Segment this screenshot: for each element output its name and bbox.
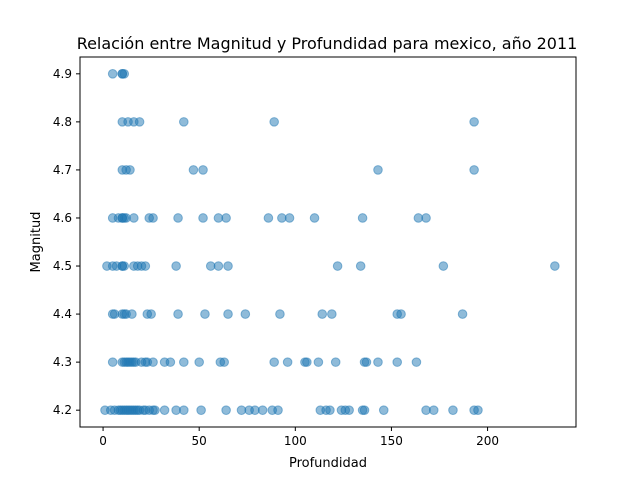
data-point: [179, 117, 189, 127]
y-tick-label: 4.3: [53, 355, 72, 369]
data-point: [257, 405, 268, 415]
data-point: [282, 357, 293, 367]
data-point: [269, 357, 279, 367]
data-point: [396, 309, 406, 319]
data-point: [359, 405, 370, 415]
data-point: [134, 117, 145, 127]
data-point: [148, 213, 158, 223]
data-point: [550, 261, 560, 271]
y-tick-label: 4.7: [53, 163, 72, 177]
data-point: [223, 309, 233, 319]
data-point: [469, 165, 479, 175]
data-point: [213, 261, 224, 271]
data-point: [392, 357, 403, 367]
data-point: [119, 69, 130, 79]
data-point: [378, 405, 389, 415]
data-point: [171, 261, 181, 271]
data-point: [107, 69, 118, 79]
data-point: [421, 213, 431, 223]
data-point: [373, 165, 383, 175]
y-tick-label: 4.5: [53, 259, 72, 273]
data-point: [309, 213, 320, 223]
data-point: [221, 213, 231, 223]
x-axis-label: Profundidad: [289, 456, 367, 471]
data-point: [327, 309, 337, 319]
data-point: [198, 165, 208, 175]
data-point: [179, 357, 189, 367]
data-point: [332, 261, 343, 271]
data-point: [127, 309, 137, 319]
data-point: [263, 213, 274, 223]
plot-frame: [79, 56, 577, 428]
data-point: [361, 357, 372, 367]
y-axis-label: Magnitud: [29, 212, 44, 273]
data-point: [325, 405, 335, 415]
y-tick-label: 4.9: [53, 67, 72, 81]
data-point: [173, 309, 183, 319]
data-point: [448, 405, 458, 415]
data-point: [223, 261, 233, 271]
y-tick-label: 4.6: [53, 211, 72, 225]
data-point: [173, 213, 183, 223]
data-point: [317, 309, 328, 319]
data-point: [269, 117, 279, 127]
data-point: [129, 213, 139, 223]
y-tick-label: 4.8: [53, 115, 72, 129]
data-point: [219, 357, 229, 367]
data-point: [150, 405, 160, 415]
y-axis-ticks: 4.2 4.3 4.4 4.5 4.6 4.7 4.8 4.9: [53, 67, 80, 417]
x-tick-label: 0: [99, 434, 107, 448]
data-point: [457, 309, 468, 319]
x-tick-label: 50: [192, 434, 207, 448]
y-tick-label: 4.4: [53, 307, 72, 321]
y-tick-label: 4.2: [53, 403, 72, 417]
data-point: [240, 309, 251, 319]
x-tick-label: 100: [284, 434, 307, 448]
data-point: [438, 261, 449, 271]
data-point: [198, 213, 208, 223]
chart-title: Relación entre Magnitud y Profundidad pa…: [77, 34, 578, 53]
data-point: [159, 405, 170, 415]
data-point: [194, 357, 204, 367]
data-point: [473, 405, 483, 415]
data-point: [273, 405, 283, 415]
data-point: [125, 165, 135, 175]
data-point: [284, 213, 295, 223]
data-point: [302, 357, 312, 367]
data-point: [373, 357, 383, 367]
data-point: [344, 405, 354, 415]
data-point: [275, 309, 285, 319]
data-point: [179, 405, 189, 415]
x-axis-ticks: 0 50 100 150 200: [99, 427, 499, 448]
data-point: [469, 117, 479, 127]
x-tick-label: 200: [476, 434, 499, 448]
data-point: [165, 357, 176, 367]
data-point: [148, 357, 158, 367]
data-point: [313, 357, 324, 367]
data-point: [330, 357, 341, 367]
data-point: [200, 309, 210, 319]
data-point: [107, 357, 118, 367]
data-point: [355, 261, 366, 271]
data-points: [100, 69, 560, 415]
data-point: [119, 261, 130, 271]
data-point: [146, 309, 156, 319]
data-point: [140, 261, 151, 271]
data-point: [196, 405, 206, 415]
x-tick-label: 150: [380, 434, 403, 448]
data-point: [357, 213, 368, 223]
data-point: [428, 405, 439, 415]
data-point: [221, 405, 231, 415]
data-point: [188, 165, 199, 175]
data-point: [411, 357, 422, 367]
